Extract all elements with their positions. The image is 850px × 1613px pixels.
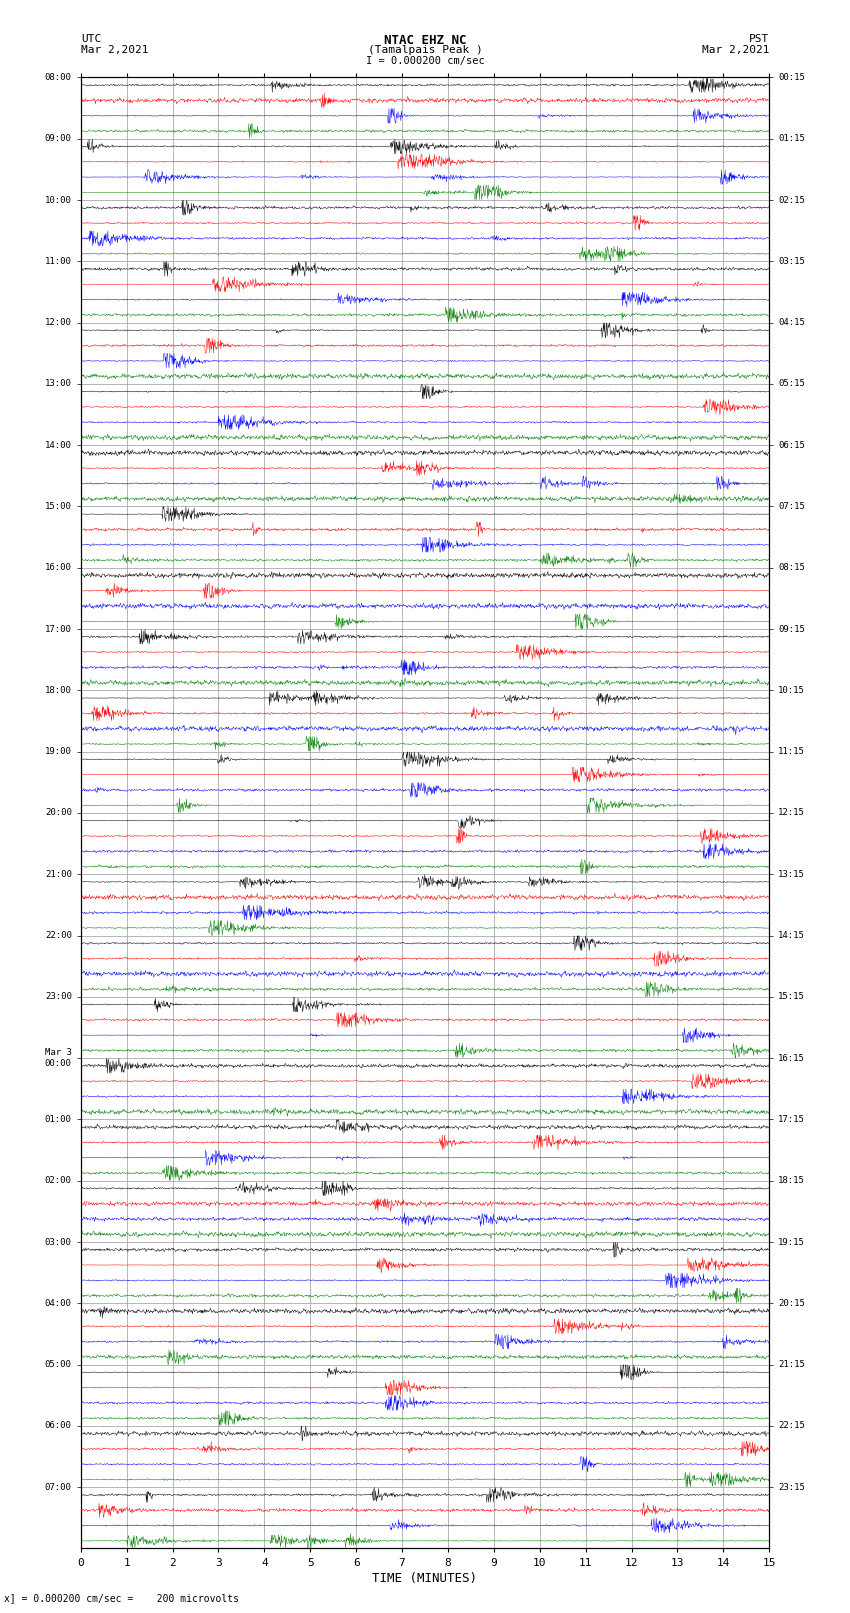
Text: x] = 0.000200 cm/sec =    200 microvolts: x] = 0.000200 cm/sec = 200 microvolts	[4, 1594, 239, 1603]
Text: NTAC EHZ NC: NTAC EHZ NC	[383, 34, 467, 47]
Text: PST: PST	[749, 34, 769, 44]
Text: Mar 2,2021: Mar 2,2021	[702, 45, 769, 55]
Text: (Tamalpais Peak ): (Tamalpais Peak )	[367, 45, 483, 55]
Text: I = 0.000200 cm/sec: I = 0.000200 cm/sec	[366, 56, 484, 66]
X-axis label: TIME (MINUTES): TIME (MINUTES)	[372, 1571, 478, 1584]
Text: Mar 2,2021: Mar 2,2021	[81, 45, 148, 55]
Text: UTC: UTC	[81, 34, 101, 44]
